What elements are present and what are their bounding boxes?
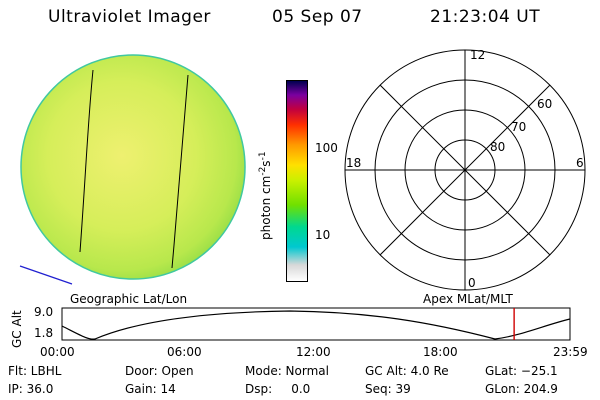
colorbar-tick-10: 10 — [315, 228, 331, 242]
door-status: Door: Open — [125, 364, 194, 378]
lat-label-80: 80 — [490, 140, 506, 154]
longitude-line — [79, 69, 94, 253]
sun-direction-line — [19, 265, 73, 285]
altitude-frame — [61, 307, 571, 341]
filter-status: Flt: LBHL — [8, 364, 62, 378]
alt-tick-9: 9.0 — [34, 305, 54, 319]
time-tick-0600: 06:00 — [167, 345, 202, 359]
mlt-label-0: 0 — [468, 276, 476, 290]
colorbar — [286, 80, 308, 282]
glon-status: GLon: 204.9 — [485, 382, 558, 396]
time-tick-0000: 00:00 — [40, 345, 75, 359]
earth-disk — [20, 54, 246, 280]
time-tick-1800: 18:00 — [423, 345, 458, 359]
mlt-diagonal — [379, 84, 551, 256]
altitude-curve — [61, 310, 571, 340]
date-label: 05 Sep 07 — [272, 7, 363, 27]
time-label: 21:23:04 UT — [430, 7, 541, 27]
colorbar-tick-100: 100 — [315, 141, 338, 155]
dsp-status: Dsp: 0.0 — [245, 382, 311, 396]
mode-status: Mode: Normal — [245, 364, 329, 378]
mlt-label-6: 6 — [576, 156, 584, 170]
mlt-label-18: 18 — [346, 156, 362, 170]
time-tick-2359: 23:59 — [553, 345, 588, 359]
gain-status: Gain: 14 — [125, 382, 176, 396]
geographic-panel-label: Geographic Lat/Lon — [70, 292, 188, 306]
seq-status: Seq: 39 — [365, 382, 411, 396]
time-tick-1200: 12:00 — [296, 345, 331, 359]
gc-alt-status: GC Alt: 4.0 Re — [365, 364, 449, 378]
lat-label-70: 70 — [511, 120, 527, 134]
longitude-line — [171, 74, 189, 269]
lat-label-60: 60 — [537, 97, 553, 111]
ip-status: IP: 36.0 — [8, 382, 54, 396]
alt-tick-1.8: 1.8 — [34, 326, 54, 340]
apex-panel-label: Apex MLat/MLT — [423, 292, 513, 306]
glat-status: GLat: −25.1 — [485, 364, 558, 378]
mlt-label-12: 12 — [470, 48, 486, 62]
instrument-title: Ultraviolet Imager — [48, 7, 211, 27]
